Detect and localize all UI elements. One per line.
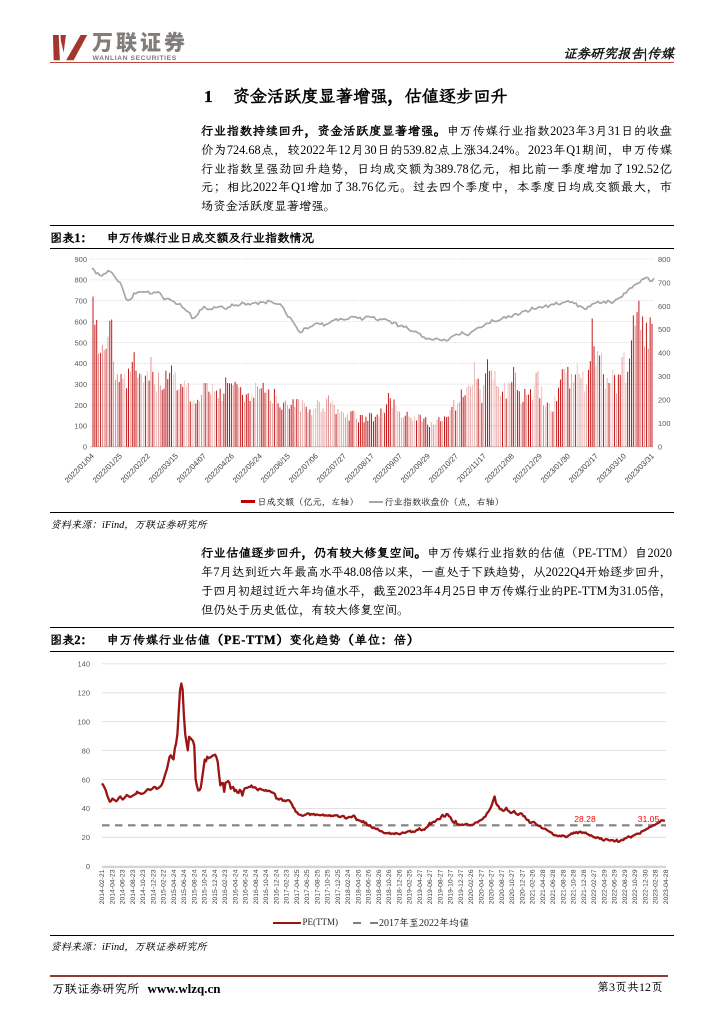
svg-text:2014-10-23: 2014-10-23 [140,869,147,904]
svg-text:2017-10-25: 2017-10-25 [325,869,332,904]
svg-text:2015-10-24: 2015-10-24 [202,869,209,904]
svg-text:2015-04-24: 2015-04-24 [171,869,178,904]
svg-text:120: 120 [77,689,90,698]
svg-text:2016-12-24: 2016-12-24 [273,869,280,904]
svg-text:140: 140 [77,660,90,669]
svg-text:100: 100 [74,422,87,431]
svg-text:2020-02-26: 2020-02-26 [468,869,475,904]
svg-text:2022-12-30: 2022-12-30 [643,869,650,904]
svg-text:2020-12-27: 2020-12-27 [520,869,527,904]
svg-text:2023-04-28: 2023-04-28 [663,869,670,904]
svg-text:2017-02-23: 2017-02-23 [284,869,291,904]
svg-text:2020-06-27: 2020-06-27 [489,869,496,904]
svg-text:2021-04-28: 2021-04-28 [540,869,547,904]
svg-text:2016-06-24: 2016-06-24 [243,869,250,904]
svg-text:600: 600 [658,302,671,311]
svg-text:100: 100 [77,718,90,727]
svg-text:2022-10-29: 2022-10-29 [632,869,639,904]
svg-text:2014-02-21: 2014-02-21 [99,869,106,904]
svg-text:2020-08-27: 2020-08-27 [499,869,506,904]
svg-text:40: 40 [82,804,90,813]
svg-text:2018-06-26: 2018-06-26 [366,869,373,904]
svg-text:0: 0 [658,443,662,452]
svg-text:2019-06-27: 2019-06-27 [427,869,434,904]
svg-text:2016-02-23: 2016-02-23 [222,869,229,904]
svg-text:60: 60 [82,775,90,784]
svg-text:2021-12-28: 2021-12-28 [581,869,588,904]
svg-text:2014-04-23: 2014-04-23 [110,869,117,904]
svg-text:2022-02-27: 2022-02-27 [591,869,598,904]
svg-text:2016-08-24: 2016-08-24 [253,869,260,904]
svg-text:2021-10-28: 2021-10-28 [571,869,578,904]
svg-text:2019-12-27: 2019-12-27 [458,869,465,904]
svg-text:2018-08-26: 2018-08-26 [376,869,383,904]
svg-text:900: 900 [74,255,87,264]
svg-text:2016-10-24: 2016-10-24 [263,869,270,904]
svg-text:2018-04-26: 2018-04-26 [355,869,362,904]
svg-text:2021-06-28: 2021-06-28 [550,869,557,904]
svg-text:2015-08-24: 2015-08-24 [191,869,198,904]
svg-text:0: 0 [83,443,87,452]
svg-text:2014-08-23: 2014-08-23 [130,869,137,904]
svg-text:2018-10-26: 2018-10-26 [386,869,393,904]
svg-text:2021-02-26: 2021-02-26 [530,869,537,904]
svg-text:200: 200 [658,396,671,405]
svg-text:700: 700 [658,278,671,287]
svg-text:600: 600 [74,317,87,326]
svg-text:2019-10-27: 2019-10-27 [448,869,455,904]
svg-text:2015-02-22: 2015-02-22 [161,869,168,904]
svg-text:300: 300 [74,380,87,389]
svg-text:20: 20 [82,833,90,842]
svg-text:2018-12-26: 2018-12-26 [396,869,403,904]
svg-text:2022-06-29: 2022-06-29 [612,869,619,904]
svg-text:2023-02-28: 2023-02-28 [653,869,660,904]
svg-text:31.05: 31.05 [638,814,660,824]
svg-text:400: 400 [74,359,87,368]
svg-text:500: 500 [658,325,671,334]
svg-text:2017-08-25: 2017-08-25 [314,869,321,904]
svg-text:400: 400 [658,349,671,358]
svg-text:300: 300 [658,372,671,381]
svg-text:2017-04-25: 2017-04-25 [294,869,301,904]
svg-text:200: 200 [74,401,87,410]
svg-text:2015-12-24: 2015-12-24 [212,869,219,904]
svg-text:2017-12-25: 2017-12-25 [335,869,342,904]
svg-text:2022-08-29: 2022-08-29 [622,869,629,904]
svg-text:700: 700 [74,297,87,306]
svg-text:28.28: 28.28 [574,814,596,824]
svg-text:100: 100 [658,419,671,428]
svg-text:800: 800 [658,255,671,264]
svg-text:2015-06-24: 2015-06-24 [181,869,188,904]
svg-text:2019-04-27: 2019-04-27 [417,869,424,904]
svg-text:2019-02-25: 2019-02-25 [407,869,414,904]
svg-text:2022-04-29: 2022-04-29 [602,869,609,904]
svg-text:2019-08-27: 2019-08-27 [437,869,444,904]
svg-text:2020-04-27: 2020-04-27 [478,869,485,904]
svg-text:2017-06-25: 2017-06-25 [304,869,311,904]
svg-text:2014-06-23: 2014-06-23 [120,869,127,904]
svg-text:2014-12-23: 2014-12-23 [150,869,157,904]
svg-text:0: 0 [86,862,90,871]
svg-text:80: 80 [82,746,90,755]
svg-text:800: 800 [74,276,87,285]
svg-text:2018-02-24: 2018-02-24 [345,869,352,904]
svg-text:2021-08-28: 2021-08-28 [561,869,568,904]
svg-text:2020-10-27: 2020-10-27 [509,869,516,904]
svg-text:500: 500 [74,338,87,347]
svg-text:2016-04-24: 2016-04-24 [232,869,239,904]
